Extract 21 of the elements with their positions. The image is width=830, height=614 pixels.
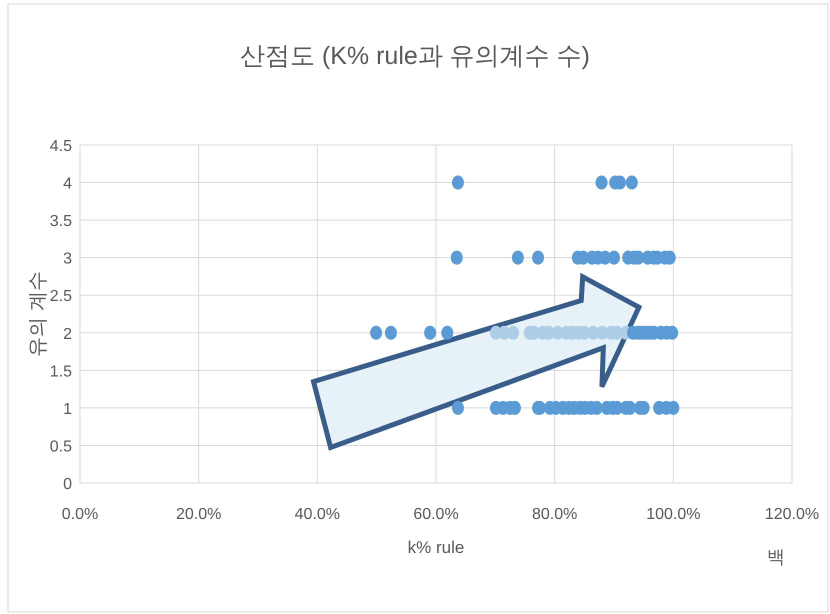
y-tick-label: 3	[63, 250, 72, 268]
y-tick-label: 4	[63, 176, 72, 193]
x-tick-label: 60.0%	[413, 506, 459, 523]
y-tick-label: 4.5	[50, 138, 72, 155]
x-tick-label: 80.0%	[532, 506, 578, 523]
x-tick-label: 100.0%	[646, 506, 700, 523]
y-tick-label: 1.5	[50, 363, 72, 380]
y-axis-title: 유의 계수	[27, 271, 49, 357]
x-tick-label: 0.0%	[62, 506, 98, 523]
y-tick-label: 3.5	[50, 213, 72, 230]
text: 백	[767, 547, 785, 567]
y-tick-label: 2	[63, 326, 72, 343]
x-tick-label: 120.0%	[764, 506, 820, 523]
x-tick-label: 40.0%	[294, 506, 340, 523]
y-tick-label: 1	[63, 400, 72, 418]
chart-title: 산점도 (K% rule과 유의계수 수)	[240, 42, 590, 70]
y-tick-label: 0	[63, 476, 72, 493]
y-tick-label: 0.5	[50, 438, 72, 456]
x-axis-title: k% rule	[408, 538, 464, 557]
x-tick-label: 20.0%	[176, 506, 222, 523]
y-tick-label: 2.5	[50, 288, 72, 306]
